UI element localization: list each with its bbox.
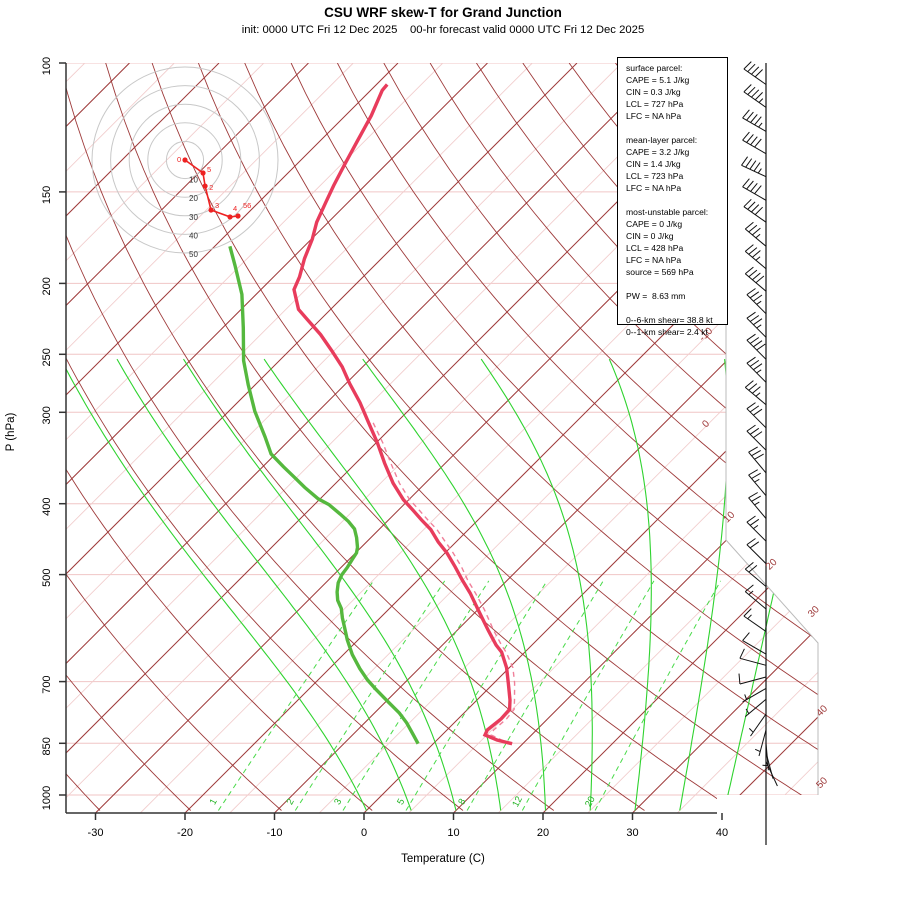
info-box-line: CAPE = 3.2 J/kg xyxy=(626,147,690,157)
hodograph-ring-label: 50 xyxy=(189,250,198,259)
p-tick-label: 300 xyxy=(41,406,53,424)
p-tick-label: 1000 xyxy=(41,786,53,810)
hodograph-point-label: 2 xyxy=(209,183,213,192)
info-box-line: most-unstable parcel: xyxy=(626,207,709,217)
info-box-line: PW = 8.63 mm xyxy=(626,291,686,301)
info-box-line: LCL = 727 hPa xyxy=(626,99,684,109)
hodograph-ring-label: 30 xyxy=(189,213,198,222)
parcel-info-box: surface parcel: CAPE = 5.1 J/kg CIN = 0.3 … xyxy=(617,57,728,337)
wind-barbs xyxy=(738,61,778,845)
info-box-line: CAPE = 0 J/kg xyxy=(626,219,683,229)
p-tick-label: 200 xyxy=(41,277,53,295)
info-box-line xyxy=(626,302,727,314)
info-box-line: surface parcel: xyxy=(626,63,683,73)
info-box-line: LFC = NA hPa xyxy=(626,183,682,193)
info-box-line: CIN = 1.4 J/kg xyxy=(626,159,681,169)
x-tick-label: -20 xyxy=(177,827,193,839)
x-tick-label: 30 xyxy=(626,827,638,839)
info-box-line: 0--1-km shear= 2.4 kt xyxy=(626,327,708,337)
mixing-ratio-label: 12 xyxy=(510,795,525,810)
isotherm-label: 0 xyxy=(700,418,712,430)
hodograph-point-label: 4 xyxy=(233,204,237,213)
mixing-ratio-label: 5 xyxy=(395,797,407,807)
hodograph-point-label: 3 xyxy=(215,201,219,210)
axes: -30 -20 -10 0 10 20 30 401001502002503004005007… xyxy=(41,57,728,839)
x-tick-label: 40 xyxy=(716,827,728,839)
info-box-line xyxy=(626,278,727,290)
isotherm-label: 40 xyxy=(814,703,830,719)
mixing-ratio-label: 1 xyxy=(208,797,220,807)
info-box-line: 0--6-km shear= 38.8 kt xyxy=(626,315,713,325)
hodograph-ring-label: 10 xyxy=(189,176,198,185)
mixing-ratio-label: 2 xyxy=(285,797,297,807)
hodograph-point-label: 0 xyxy=(177,155,181,164)
x-tick-label: 10 xyxy=(447,827,459,839)
isotherm-label: 30 xyxy=(806,604,822,620)
p-tick-label: 100 xyxy=(41,57,53,75)
hodograph: 10 20 30 40 50 0 5 23 4 56 xyxy=(91,66,279,259)
info-box-line: CIN = 0.3 J/kg xyxy=(626,87,681,97)
info-box-line xyxy=(626,122,727,134)
info-box-line: source = 569 hPa xyxy=(626,267,694,277)
p-tick-label: 250 xyxy=(41,348,53,366)
p-tick-label: 700 xyxy=(41,675,53,693)
info-box-line: mean-layer parcel: xyxy=(626,135,698,145)
info-box-line: CIN = 0 J/kg xyxy=(626,231,674,241)
p-tick-label: 400 xyxy=(41,498,53,516)
mixing-ratio-label: 20 xyxy=(583,795,598,810)
mixing-ratio-label: 8 xyxy=(456,797,468,807)
p-tick-label: 500 xyxy=(41,568,53,586)
p-tick-label: 850 xyxy=(41,737,53,755)
hodograph-point-label: 56 xyxy=(243,201,251,210)
chart-title: CSU WRF skew-T for Grand Junction xyxy=(324,5,562,20)
x-tick-label: -10 xyxy=(267,827,283,839)
info-box-line: LCL = 723 hPa xyxy=(626,171,684,181)
x-tick-label: -30 xyxy=(88,827,104,839)
info-box-line xyxy=(626,194,727,206)
info-box-line: LCL = 428 hPa xyxy=(626,243,684,253)
hodograph-ring-label: 20 xyxy=(189,194,198,203)
mixing-ratio-label: 3 xyxy=(332,797,344,807)
x-tick-label: 20 xyxy=(537,827,549,839)
chart-subtitle: init: 0000 UTC Fri 12 Dec 2025 00-hr for… xyxy=(241,24,645,36)
x-tick-label: 0 xyxy=(361,827,367,839)
hodograph-point-label: 5 xyxy=(207,165,211,174)
hodograph-ring-label: 40 xyxy=(189,231,198,240)
p-tick-label: 150 xyxy=(41,186,53,204)
isotherm-label: 50 xyxy=(814,775,830,791)
info-box-line: LFC = NA hPa xyxy=(626,255,682,265)
x-axis-label: Temperature (C) xyxy=(401,853,485,865)
info-box-line: CAPE = 5.1 J/kg xyxy=(626,75,690,85)
y-axis-label: P (hPa) xyxy=(5,412,17,451)
sounding-profiles xyxy=(228,83,516,746)
info-box-line: LFC = NA hPa xyxy=(626,111,682,121)
